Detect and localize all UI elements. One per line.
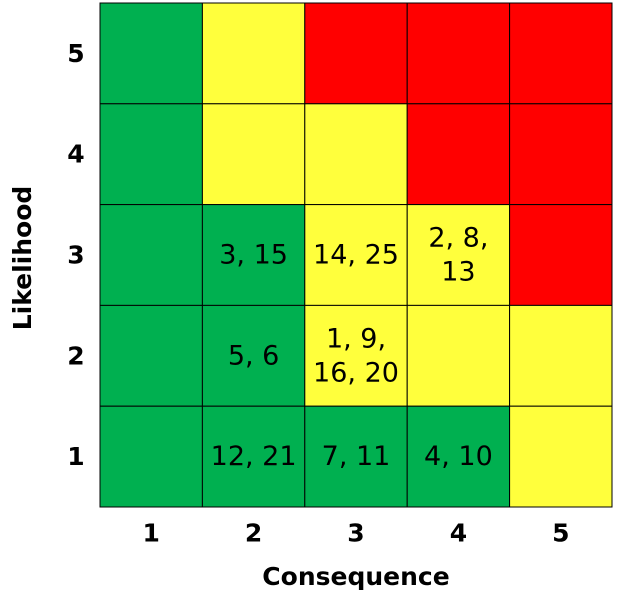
- cell-labels: 3, 15 14, 25 2, 8,13 5, 6 1, 9,16, 20 12, 21 7…: [211, 223, 493, 473]
- y-tick-4: 4: [67, 140, 84, 169]
- y-tick-3: 3: [67, 241, 84, 270]
- y-axis-title: Likelihood: [8, 186, 37, 331]
- matrix-cells: [99, 2, 613, 508]
- matrix-cell-l4-c4: [406, 103, 511, 206]
- cell-label-l3-c2: 3, 15: [219, 240, 288, 271]
- y-tick-2: 2: [67, 341, 84, 370]
- matrix-cell-l5-c3: [304, 2, 408, 105]
- x-axis-title: Consequence: [262, 562, 449, 591]
- axis-ticks: 1 2 3 4 5 1 2 3 4 5: [67, 39, 569, 548]
- matrix-cell-l5-c2: [201, 2, 306, 105]
- matrix-cell-l3-c3: [304, 204, 408, 306]
- cell-label-l2-c3: 16, 20: [313, 357, 399, 388]
- matrix-cell-l2-c1: [99, 304, 203, 407]
- matrix-cell-l3-c2: [201, 204, 306, 306]
- matrix-cell-l5-c1: [99, 2, 203, 105]
- matrix-cell-l2-c4: [406, 304, 511, 407]
- matrix-cell-l2-c3: [304, 304, 408, 407]
- cell-label-l3-c4: 13: [441, 257, 475, 288]
- matrix-cell-l5-c4: [406, 2, 511, 105]
- cell-label-l2-c3: 1, 9,: [326, 323, 386, 354]
- cell-label-l1-c3: 7, 11: [322, 441, 391, 472]
- matrix-cell-l4-c3: [304, 103, 408, 206]
- matrix-cell-l2-c2: [201, 304, 306, 407]
- matrix-cell-l5-c5: [509, 2, 613, 105]
- matrix-cell-l1-c2: [201, 405, 306, 508]
- x-tick-2: 2: [245, 519, 262, 548]
- cell-label-l1-c2: 12, 21: [211, 441, 297, 472]
- matrix-cell-l2-c5: [509, 304, 613, 407]
- matrix-cell-l3-c1: [99, 204, 203, 306]
- matrix-cell-l1-c1: [99, 405, 203, 508]
- matrix-cell-l4-c5: [509, 103, 613, 206]
- matrix-cell-l3-c5: [509, 204, 613, 306]
- cell-label-l2-c2: 5, 6: [228, 340, 280, 371]
- x-tick-4: 4: [450, 519, 467, 548]
- matrix-cell-l4-c1: [99, 103, 203, 206]
- x-tick-1: 1: [142, 519, 159, 548]
- cell-label-l3-c4: 2, 8,: [428, 223, 488, 254]
- y-tick-1: 1: [67, 442, 84, 471]
- x-tick-5: 5: [552, 519, 569, 548]
- matrix-cell-l1-c3: [304, 405, 408, 508]
- matrix-cell-l3-c4: [406, 204, 511, 306]
- y-tick-5: 5: [67, 39, 84, 68]
- matrix-cell-l4-c2: [201, 103, 306, 206]
- cell-label-l3-c3: 14, 25: [313, 240, 399, 271]
- matrix-cell-l1-c5: [509, 405, 613, 508]
- cell-label-l1-c4: 4, 10: [424, 441, 493, 472]
- x-tick-3: 3: [347, 519, 364, 548]
